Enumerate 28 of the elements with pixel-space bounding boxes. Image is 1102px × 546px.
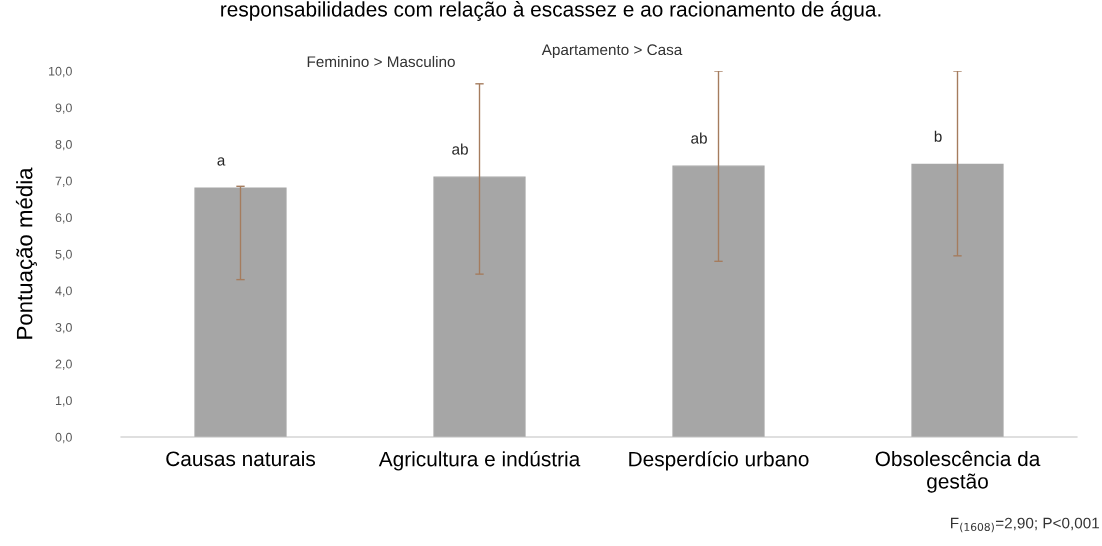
x-tick-label: Agricultura e indústria	[378, 450, 581, 471]
x-tick-label: Desperdício urbano	[629, 450, 809, 471]
y-tick-label: 5,0	[55, 249, 72, 261]
y-axis-title: Pontuação média	[15, 167, 37, 339]
bar	[911, 163, 1004, 437]
data-label: ab	[452, 143, 468, 155]
bar	[433, 176, 526, 437]
y-tick-label: 4,0	[55, 286, 72, 297]
chart-title: responsabilidades com relação à escassez e ao racionamento de água.	[221, 1, 881, 21]
y-tick-label: 1,0	[55, 396, 72, 407]
x-tick-label: Causas naturais	[166, 450, 316, 467]
y-tick-label: 2,0	[55, 359, 72, 370]
data-label: ab	[691, 132, 707, 144]
y-tick-label: 3,0	[55, 323, 72, 334]
bar	[672, 165, 765, 437]
y-tick-label: 0,0	[55, 432, 72, 444]
y-tick-label: 7,0	[55, 176, 72, 187]
text: F$_{(1608)}$=2,90; P<0,001	[951, 517, 1099, 533]
data-label: a	[217, 157, 226, 166]
y-tick-label: 10,0	[49, 66, 72, 78]
y-tick-label: 9,0	[55, 103, 72, 114]
bar	[194, 187, 287, 437]
y-tick-label: 6,0	[55, 213, 72, 224]
text: Feminino > Masculino	[307, 55, 455, 68]
text: Apartamento > Casa	[541, 44, 683, 59]
data-label: b	[934, 130, 942, 142]
x-tick-label: Obsolescência da gestão	[875, 450, 1041, 493]
y-tick-label: 8,0	[55, 140, 72, 151]
